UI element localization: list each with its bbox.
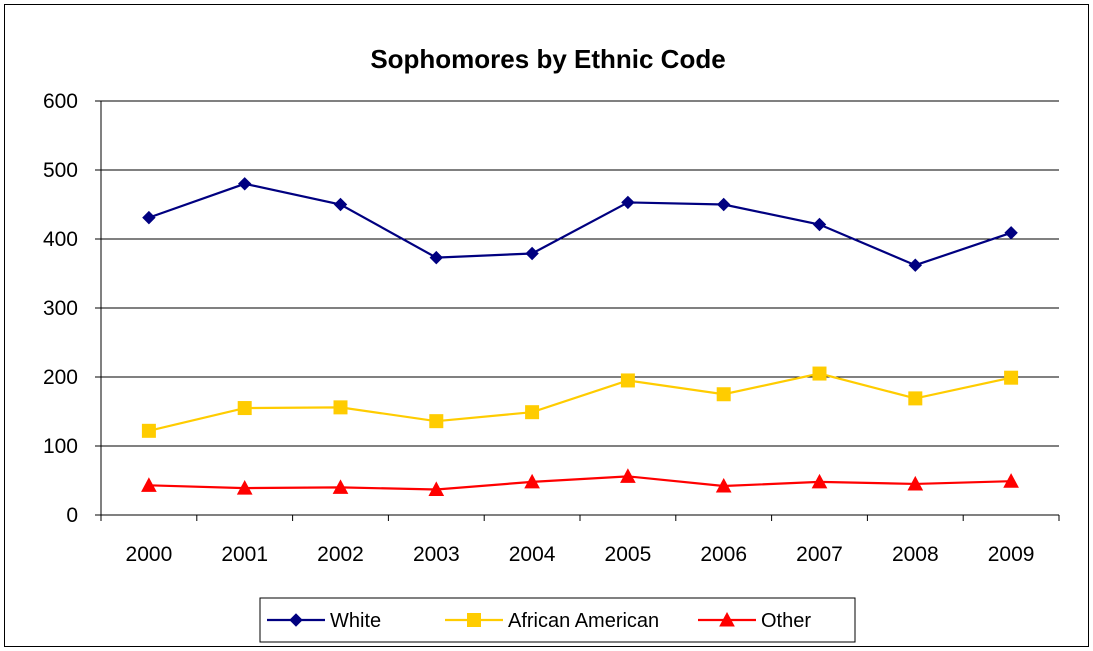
x-tick-label: 2002 xyxy=(317,543,364,566)
series-line xyxy=(148,372,1012,432)
axes xyxy=(95,100,1060,521)
y-tick-label: 0 xyxy=(66,504,78,527)
x-tick-label: 2006 xyxy=(700,543,747,566)
y-tick-label: 100 xyxy=(43,435,78,458)
data-point xyxy=(1004,370,1019,385)
legend-entry: African American xyxy=(445,610,659,632)
data-point xyxy=(908,391,923,406)
data-point xyxy=(333,197,348,212)
data-point xyxy=(716,387,731,402)
data-point xyxy=(237,401,252,416)
data-point xyxy=(333,400,348,415)
data-point xyxy=(812,366,827,381)
data-point xyxy=(525,405,540,420)
series-african-american xyxy=(141,366,1019,438)
y-axis-ticks: 0 100 200 300 400 500 600 xyxy=(43,90,78,527)
y-tick-label: 400 xyxy=(43,228,78,251)
x-tick-label: 2005 xyxy=(605,543,652,566)
chart-frame: Sophomores by Ethnic Code 0 100 200 300 400 5… xyxy=(4,4,1089,647)
legend-label: White xyxy=(330,610,381,632)
data-point xyxy=(620,373,635,388)
data-point xyxy=(715,477,732,493)
data-point xyxy=(142,210,156,225)
data-point xyxy=(237,177,252,191)
data-point xyxy=(907,475,924,491)
x-axis-ticks: 2000 2001 2002 2003 2004 2005 2006 2007 2008 2009 xyxy=(126,543,1035,566)
gridlines xyxy=(101,100,1059,447)
data-point xyxy=(429,414,444,429)
legend-marker xyxy=(289,613,303,627)
legend-entry: White xyxy=(267,610,381,632)
legend-label: Other xyxy=(761,610,811,632)
series-group xyxy=(141,177,1019,496)
x-tick-label: 2009 xyxy=(988,543,1035,566)
series-line xyxy=(148,182,1012,267)
legend-label: African American xyxy=(508,610,659,632)
series-line xyxy=(148,475,1012,491)
data-point xyxy=(428,481,445,496)
x-tick-label: 2001 xyxy=(221,543,268,566)
data-point xyxy=(141,423,156,438)
x-tick-label: 2000 xyxy=(126,543,173,566)
data-point xyxy=(141,477,157,492)
legend: White African American Other xyxy=(259,597,856,643)
chart-title: Sophomores by Ethnic Code xyxy=(370,44,725,74)
y-tick-label: 500 xyxy=(43,159,78,182)
legend-marker xyxy=(719,611,735,627)
data-point xyxy=(524,473,540,489)
data-point xyxy=(620,468,636,483)
x-tick-label: 2004 xyxy=(509,543,556,566)
data-point xyxy=(525,246,539,261)
data-point xyxy=(908,258,923,272)
y-tick-label: 600 xyxy=(43,90,78,113)
legend-entry: Other xyxy=(698,610,811,632)
data-point xyxy=(811,473,828,489)
series-white xyxy=(142,177,1018,272)
data-point xyxy=(429,250,444,265)
data-point xyxy=(812,217,827,232)
y-tick-label: 300 xyxy=(43,297,78,320)
chart: Sophomores by Ethnic Code 0 100 200 300 400 5… xyxy=(43,44,1060,643)
data-point xyxy=(332,479,349,494)
x-tick-label: 2007 xyxy=(796,543,843,566)
data-point xyxy=(236,480,253,495)
legend-marker xyxy=(467,613,481,627)
x-tick-label: 2003 xyxy=(413,543,460,566)
y-tick-label: 200 xyxy=(43,366,78,389)
data-point xyxy=(621,195,635,210)
data-point xyxy=(1004,226,1018,240)
x-tick-label: 2008 xyxy=(892,543,939,566)
data-point xyxy=(1003,473,1019,488)
data-point xyxy=(716,197,731,212)
series-other xyxy=(141,468,1019,496)
